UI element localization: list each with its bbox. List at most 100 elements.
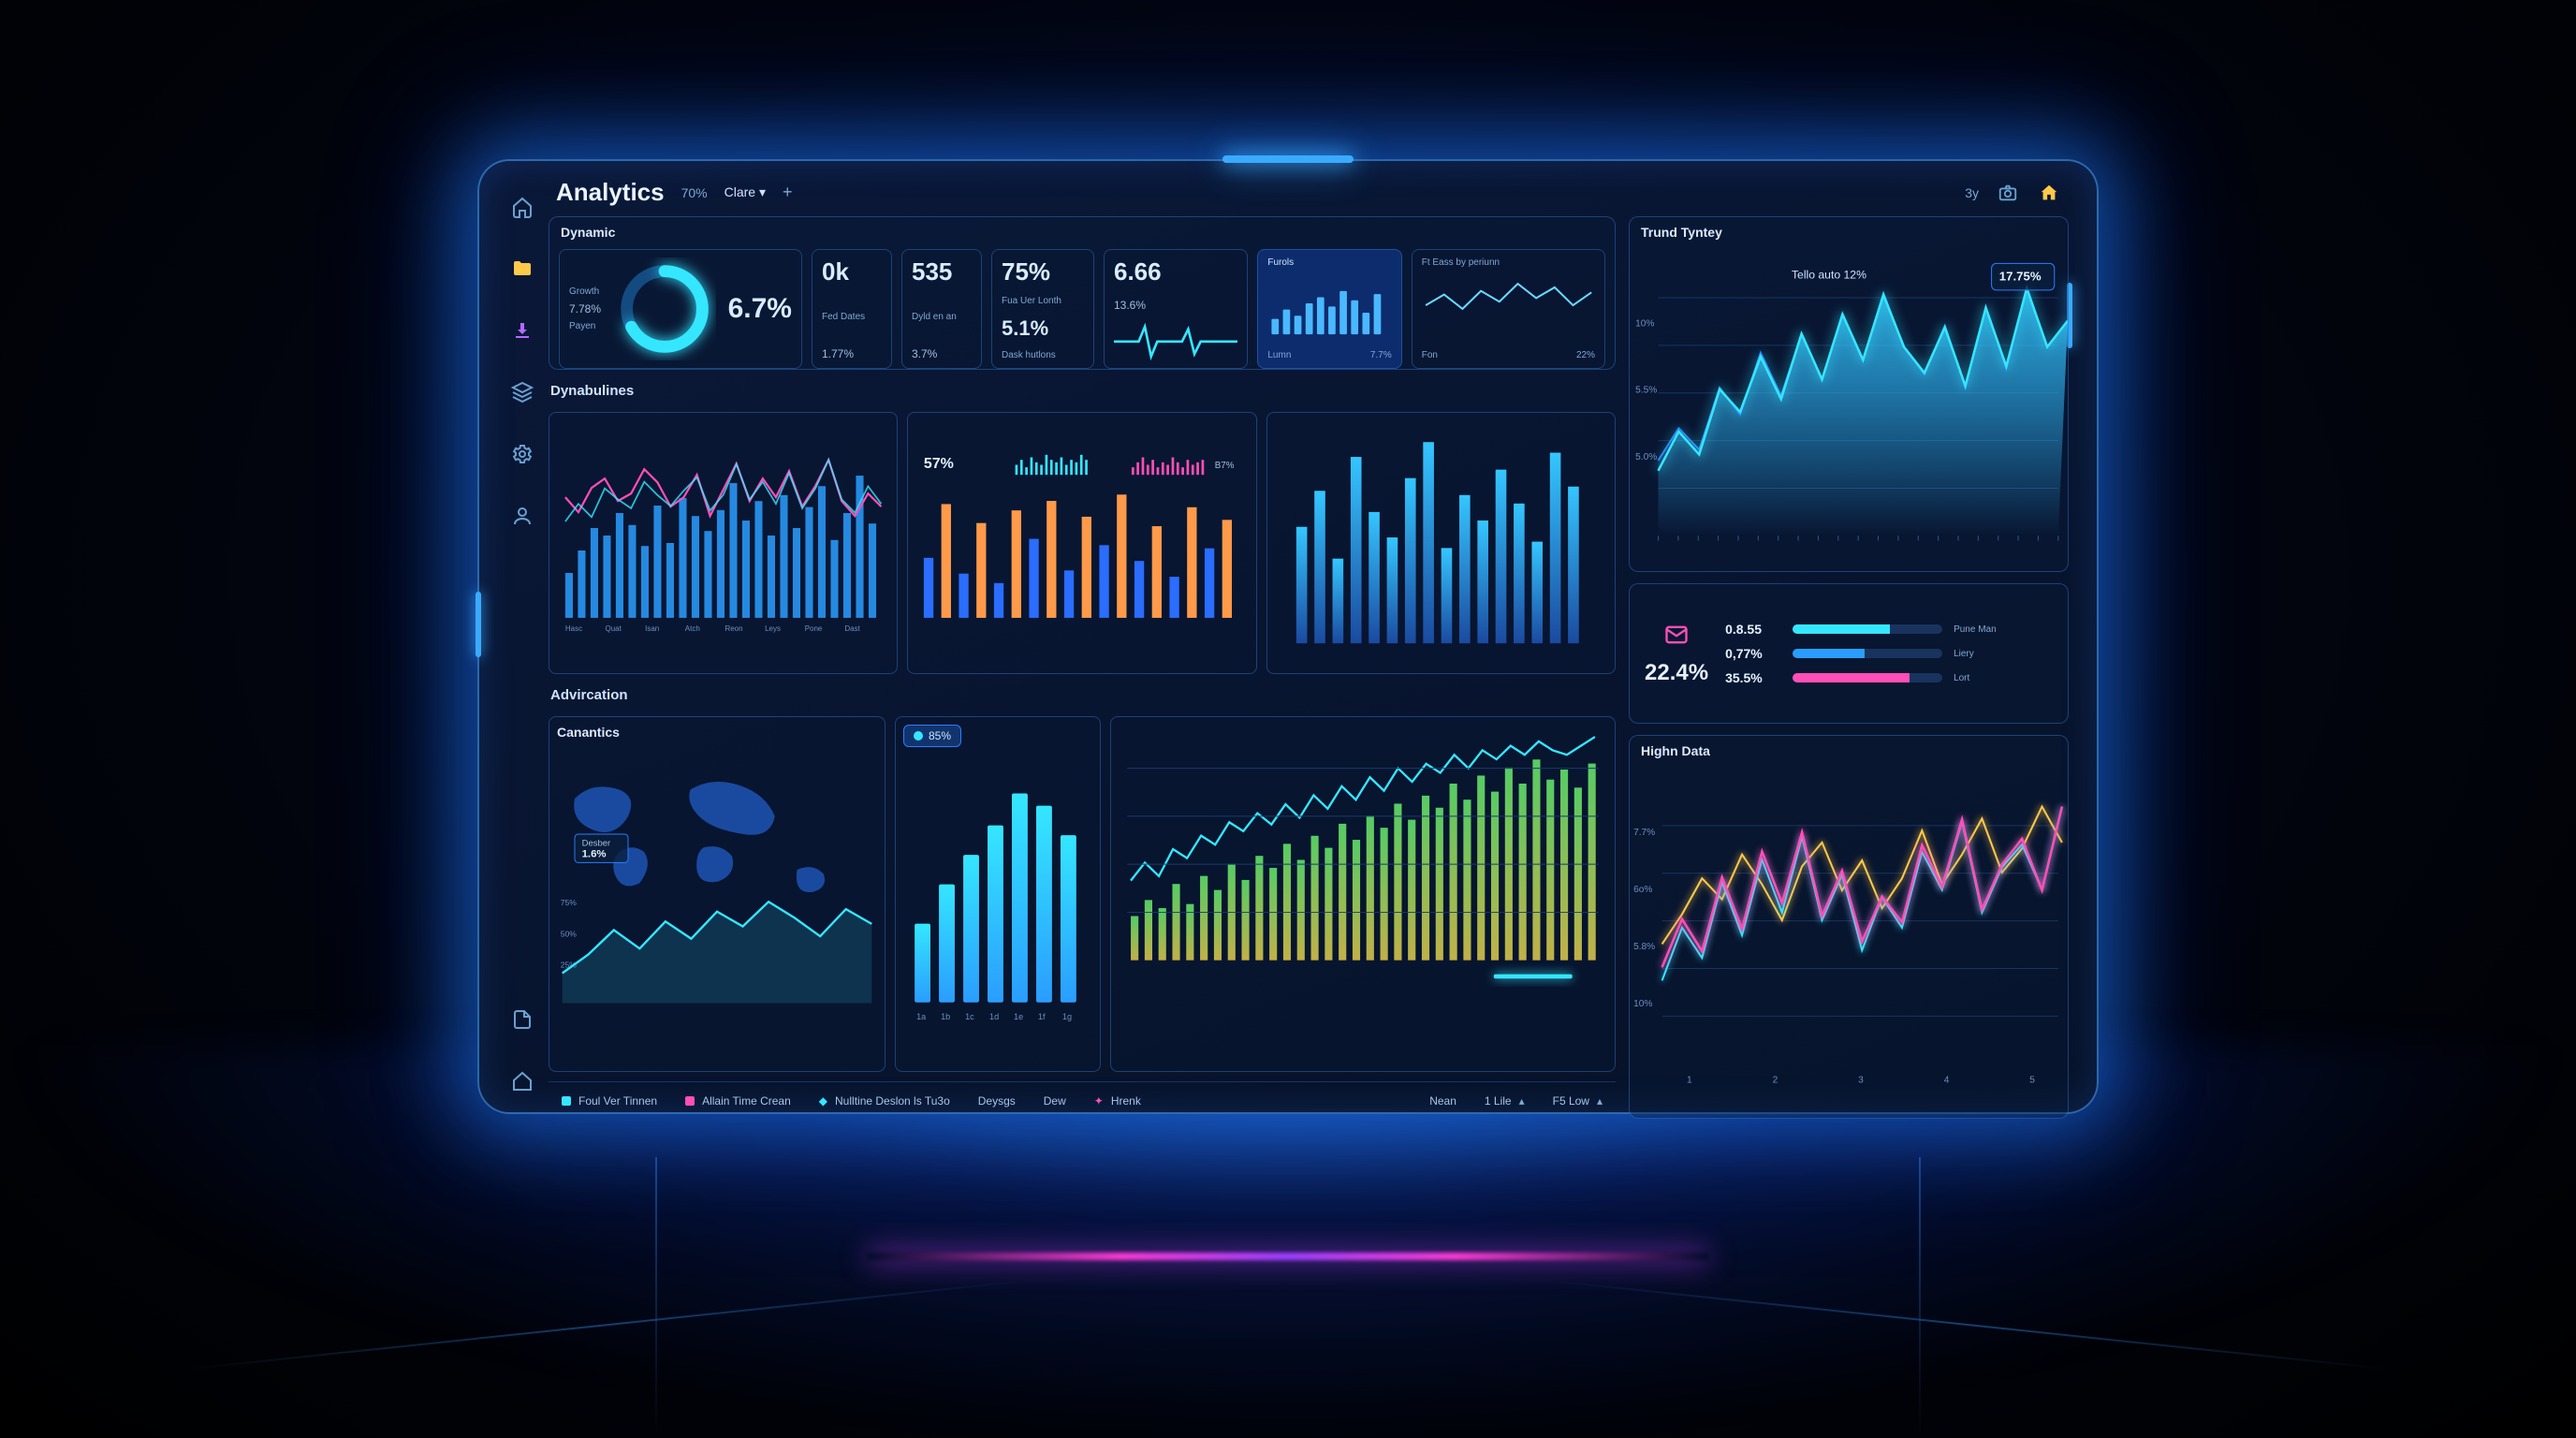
svg-text:1a: 1a	[916, 1012, 927, 1021]
kpi-card-0: 0k Fed Dates 1.77%	[812, 249, 892, 369]
highn-card: Highn Data 7.7%6o%5.8%10%12345	[1629, 735, 2069, 1119]
gauge-value: 6.7%	[728, 293, 792, 325]
footer-item[interactable]: Allain Time Crean	[685, 1094, 791, 1108]
footer-item[interactable]: Dew	[1044, 1094, 1066, 1108]
mini-bars-card: Furols Lumn7.7%	[1257, 249, 1401, 369]
svg-text:7.7%: 7.7%	[1633, 828, 1655, 838]
footer-right-item[interactable]: Nean	[1429, 1094, 1456, 1108]
gauge-ring	[613, 257, 716, 360]
pulse-card: 6.66 13.6%	[1104, 249, 1248, 369]
svg-text:1c: 1c	[965, 1012, 974, 1021]
kpi-card-1: 535 Dyld en an 3.7%	[901, 249, 982, 369]
home2-icon[interactable]	[508, 1067, 536, 1095]
header-subtitle: 70%	[681, 185, 708, 200]
chart1-card: HascQuatIsanAtchReonLeysPoneDast	[549, 412, 898, 674]
chart3	[1275, 420, 1607, 666]
dynabulines-title: Dynabulines	[549, 379, 1616, 403]
stat-row: 0.8.55Pune Man	[1725, 622, 2053, 637]
footer-item[interactable]: ✦Hrenk	[1094, 1094, 1141, 1108]
svg-text:4: 4	[1944, 1076, 1950, 1086]
svg-text:Desber: Desber	[582, 838, 611, 848]
stats-main-value: 22.4%	[1645, 660, 1708, 686]
stat-rows: 0.8.55Pune Man 0,77%Liery 35.5%Lort	[1725, 622, 2053, 685]
svg-text:1.6%: 1.6%	[582, 849, 607, 860]
advircation-title: Advircation	[549, 683, 1616, 707]
svg-text:1d: 1d	[989, 1012, 999, 1021]
home-shortcut-icon[interactable]	[2037, 181, 2061, 205]
download-icon[interactable]	[508, 316, 536, 345]
add-button[interactable]: +	[783, 183, 793, 202]
mini-bar-chart	[1267, 283, 1391, 334]
canantics-card: Canantics Desber1.6%75%50%25%	[549, 716, 886, 1072]
highn-chart: 7.7%6o%5.8%10%12345	[1630, 762, 2068, 1118]
gauge-card: Growth 7.78% Payen 6.7%	[559, 249, 802, 369]
stat-row: 0,77%Liery	[1725, 646, 2053, 661]
adv-main-chart	[1119, 725, 1607, 987]
home-icon[interactable]	[508, 193, 536, 221]
pulse-spark	[1114, 323, 1237, 360]
chart2-card: 57% B7%	[907, 412, 1256, 674]
svg-text:1g: 1g	[1062, 1012, 1072, 1021]
svg-text:5.8%: 5.8%	[1633, 942, 1655, 952]
doc-icon[interactable]	[508, 1005, 536, 1034]
footer-item[interactable]: ◆Nulltine Deslon ls Tu3o	[819, 1094, 950, 1108]
chart3-card	[1266, 412, 1616, 674]
svg-text:10%: 10%	[1633, 999, 1652, 1009]
header-dropdown[interactable]: Clare ▾	[724, 184, 766, 200]
sidebar	[496, 178, 549, 1095]
svg-text:2: 2	[1773, 1076, 1778, 1086]
svg-text:1b: 1b	[941, 1012, 950, 1021]
folder-icon[interactable]	[508, 255, 536, 283]
svg-text:75%: 75%	[561, 898, 578, 907]
footer-bar: Foul Ver Tinnen Allain Time Crean ◆Nulltin…	[549, 1081, 1616, 1119]
svg-text:Leys: Leys	[765, 624, 781, 633]
svg-text:57%: 57%	[924, 456, 954, 472]
dynamic-panel: Dynamic Growth 7.78% Payen 6.7%	[549, 216, 1616, 370]
svg-text:Dast: Dast	[844, 624, 860, 633]
svg-text:Hasc: Hasc	[565, 624, 582, 633]
svg-text:1e: 1e	[1014, 1012, 1023, 1021]
kpi-card-2: 75% Fua Uer Lonth 5.1% Dask hutlons	[991, 249, 1094, 369]
svg-text:10%: 10%	[1635, 319, 1654, 330]
svg-text:5.5%: 5.5%	[1635, 386, 1657, 396]
topbar: Analytics 70% Clare ▾ + 3y	[549, 178, 2069, 207]
trend-chart: 10% 5.5% 5.0% Tello auto 12% 17.75%	[1630, 243, 2068, 571]
svg-text:Isan: Isan	[645, 624, 659, 633]
dynamic-title: Dynamic	[549, 217, 1615, 243]
svg-text:50%: 50%	[561, 929, 578, 938]
svg-text:5.0%: 5.0%	[1635, 452, 1657, 462]
layers-icon[interactable]	[508, 378, 536, 406]
adv-main-card	[1110, 716, 1616, 1072]
svg-text:Quat: Quat	[606, 624, 622, 633]
svg-text:17.75%: 17.75%	[1999, 270, 2042, 284]
camera-icon[interactable]	[1996, 181, 2020, 205]
user-icon[interactable]	[508, 502, 536, 530]
svg-text:3: 3	[1858, 1076, 1864, 1086]
footer-item[interactable]: Foul Ver Tinnen	[562, 1094, 657, 1108]
trend-card: Trund Tyntey 10%5.5%5.0%Tello auto 12%17…	[1629, 216, 2069, 572]
svg-text:1f: 1f	[1038, 1012, 1046, 1021]
svg-text:5: 5	[2029, 1076, 2035, 1086]
chart1: HascQuatIsanAtchReonLeysPoneDast	[557, 420, 889, 666]
footer-right-item[interactable]: 1 Lile▴	[1485, 1094, 1525, 1108]
svg-text:Tello auto 12%: Tello auto 12%	[1792, 269, 1866, 282]
svg-text:1: 1	[1687, 1076, 1692, 1086]
adv-badge[interactable]: 85%	[903, 725, 961, 747]
stats-card: 22.4% 0.8.55Pune Man 0,77%Liery 35.5%Lort	[1629, 583, 2069, 724]
stat-row: 35.5%Lort	[1725, 670, 2053, 685]
svg-text:B7%: B7%	[1215, 461, 1235, 471]
mini-line-chart	[1422, 280, 1595, 338]
footer-item[interactable]: Deysgs	[978, 1094, 1016, 1108]
adv-bar-chart: 1a 1b 1c 1d 1e 1f 1g	[903, 747, 1092, 1031]
settings-icon[interactable]	[508, 440, 536, 468]
svg-text:Atch: Atch	[685, 624, 700, 633]
header-right-label: 3y	[1965, 185, 1979, 200]
mini-line-card: Ft Eass by periunn Fon22%	[1412, 249, 1605, 369]
mail-icon	[1663, 622, 1690, 653]
world-map-chart: Desber1.6%75%50%25%	[557, 745, 877, 1012]
chart2: 57% B7%	[915, 420, 1248, 666]
footer-right-item[interactable]: F5 Low▴	[1553, 1094, 1603, 1108]
adv-bars-card: 85% 1a 1b 1c 1d 1e 1f 1g	[895, 716, 1101, 1072]
svg-text:Reon: Reon	[724, 624, 742, 633]
page-title: Analytics	[556, 178, 665, 207]
